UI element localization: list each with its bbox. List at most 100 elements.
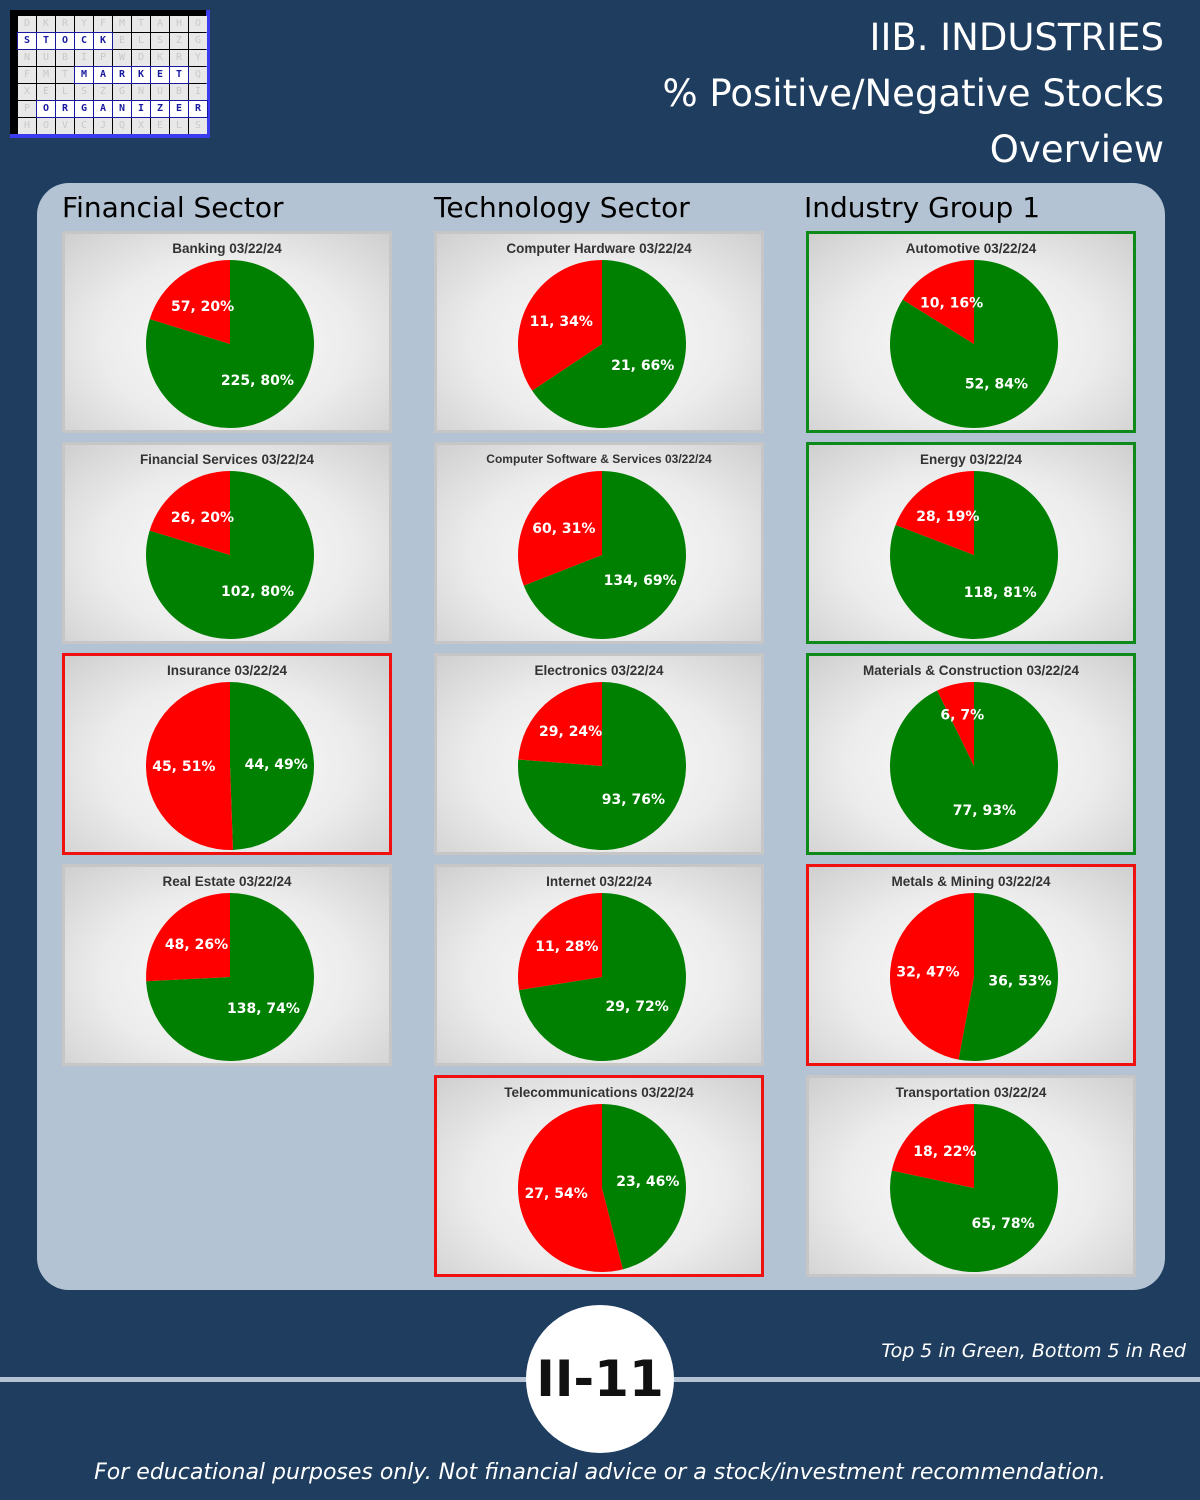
logo-filler-cell: F: [94, 16, 112, 32]
pie-slice-negative: [937, 682, 974, 766]
data-label-positive: 36, 53%: [988, 973, 1051, 989]
data-label-negative: 6, 7%: [940, 707, 984, 723]
charts-panel: Financial Sector Technology Sector Indus…: [37, 183, 1165, 1290]
data-label-negative: 45, 51%: [152, 759, 215, 775]
column-title-industry-group: Industry Group 1: [804, 191, 1041, 224]
pie-slice-negative: [518, 260, 602, 391]
logo-filler-cell: S: [75, 84, 93, 100]
pie-slice-negative: [146, 682, 233, 850]
pie-chart-internet: 29, 72% 11, 28% Internet 03/22/24: [434, 864, 764, 1066]
column-title-financial: Financial Sector: [62, 191, 284, 224]
pie-svg: 118, 81% 28, 19%: [890, 471, 1058, 639]
logo-letter-cell: K: [93, 32, 113, 50]
header-title-line3: Overview: [989, 128, 1164, 171]
logo-filler-cell: L: [56, 84, 74, 100]
pie-slice-positive: [523, 471, 686, 639]
pie-slice-negative: [146, 893, 230, 982]
data-label-positive: 134, 69%: [604, 573, 677, 589]
pie-chart-computer-hardware: 21, 66% 11, 34% Computer Hardware 03/22/24: [434, 231, 764, 433]
logo-filler-cell: N: [132, 84, 150, 100]
pie-chart-banking: 225, 80% 57, 20% Banking 03/22/24: [62, 231, 392, 433]
logo-letter-cell: A: [93, 66, 113, 84]
logo-letter-cell: K: [131, 66, 151, 84]
pie-svg: 36, 53% 32, 47%: [889, 893, 1058, 1061]
logo-letter-cell: A: [93, 100, 113, 118]
logo-filler-cell: D: [132, 50, 150, 66]
logo-letter-cell: O: [55, 32, 75, 50]
logo-filler-cell: X: [132, 118, 150, 134]
legend-note: Top 5 in Green, Bottom 5 in Red: [881, 1340, 1186, 1362]
logo-filler-cell: L: [132, 33, 150, 49]
logo-filler-cell: P: [18, 101, 36, 117]
logo-filler-cell: U: [37, 50, 55, 66]
pie-svg: 52, 84% 10, 16%: [890, 260, 1058, 428]
data-label-negative: 11, 34%: [530, 314, 593, 330]
logo-letter-cell: Z: [150, 100, 170, 118]
logo-filler-cell: O: [189, 16, 207, 32]
chart-title: Computer Hardware 03/22/24: [506, 241, 692, 256]
pie-chart-materials-construction: 77, 93% 6, 7% Materials & Construction 03/…: [806, 653, 1136, 855]
header-title-line1: IIB. INDUSTRIES: [869, 16, 1164, 59]
data-label-negative: 18, 22%: [913, 1144, 976, 1160]
pie-svg: 102, 80% 26, 20%: [146, 471, 314, 639]
pie-slice-negative: [895, 471, 974, 555]
data-label-negative: 57, 20%: [171, 299, 234, 315]
chart-title: Metals & Mining 03/22/24: [891, 874, 1051, 889]
logo-letter-cell: C: [74, 32, 94, 50]
data-label-positive: 52, 84%: [965, 376, 1028, 392]
pie-slice-negative: [149, 260, 230, 344]
logo-filler-cell: B: [170, 84, 188, 100]
chart-title: Insurance 03/22/24: [166, 663, 288, 678]
logo-filler-cell: X: [18, 84, 36, 100]
logo-letter-cell: G: [74, 100, 94, 118]
pie-slice-negative: [891, 1104, 974, 1188]
logo-filler-cell: D: [18, 16, 36, 32]
pie-slice-negative: [149, 471, 230, 555]
logo-filler-cell: E: [37, 84, 55, 100]
pie-svg: 44, 49% 45, 51%: [146, 682, 315, 850]
logo-letter-cell: N: [112, 100, 132, 118]
logo-letter-cell: T: [36, 32, 56, 50]
logo-filler-cell: G: [113, 84, 131, 100]
page-header: IIB. INDUSTRIES % Positive/Negative Stoc…: [662, 10, 1164, 178]
logo-filler-cell: Z: [94, 84, 112, 100]
pie-chart-metals-mining: 36, 53% 32, 47% Metals & Mining 03/22/24: [806, 864, 1136, 1066]
logo-letter-cell: R: [55, 100, 75, 118]
logo-letter-cell: I: [131, 100, 151, 118]
data-label-positive: 138, 74%: [227, 1001, 300, 1017]
pie-slice-positive: [602, 1104, 687, 1270]
logo-filler-cell: E: [151, 118, 169, 134]
page-number-badge: II-11: [526, 1305, 674, 1453]
data-label-positive: 77, 93%: [953, 803, 1016, 819]
data-label-negative: 10, 16%: [920, 296, 983, 312]
logo-filler-cell: T: [132, 16, 150, 32]
data-label-positive: 65, 78%: [972, 1216, 1035, 1232]
data-label-negative: 60, 31%: [532, 521, 595, 537]
pie-slice-negative: [518, 1104, 623, 1272]
logo-letter-cell: E: [169, 100, 189, 118]
data-label-positive: 44, 49%: [245, 757, 308, 773]
logo-filler-cell: I: [75, 50, 93, 66]
pie-svg: 134, 69% 60, 31%: [518, 471, 686, 639]
logo-filler-cell: H: [170, 16, 188, 32]
chart-title: Banking 03/22/24: [172, 241, 282, 256]
disclaimer-text: For educational purposes only. Not finan…: [94, 1460, 1106, 1485]
pie-chart-energy: 118, 81% 28, 19% Energy 03/22/24: [806, 442, 1136, 644]
data-label-negative: 28, 19%: [916, 509, 979, 525]
logo-filler-cell: S: [151, 33, 169, 49]
pie-svg: 138, 74% 48, 26%: [146, 893, 315, 1061]
pie-chart-electronics: 93, 76% 29, 24% Electronics 03/22/24: [434, 653, 764, 855]
pie-svg: 29, 72% 11, 28%: [518, 893, 686, 1061]
logo-letter-cell: M: [74, 66, 94, 84]
chart-title: Telecommunications 03/22/24: [504, 1085, 694, 1100]
logo-filler-cell: L: [170, 118, 188, 134]
pie-chart-telecommunications: 23, 46% 27, 54% Telecommunications 03/22/2…: [434, 1075, 764, 1277]
logo-filler-cell: R: [170, 50, 188, 66]
logo-filler-cell: A: [151, 16, 169, 32]
pie-slice-negative: [902, 260, 974, 344]
pie-svg: 225, 80% 57, 20%: [146, 260, 315, 428]
column-title-technology: Technology Sector: [434, 191, 690, 224]
chart-title: Electronics 03/22/24: [534, 663, 664, 678]
